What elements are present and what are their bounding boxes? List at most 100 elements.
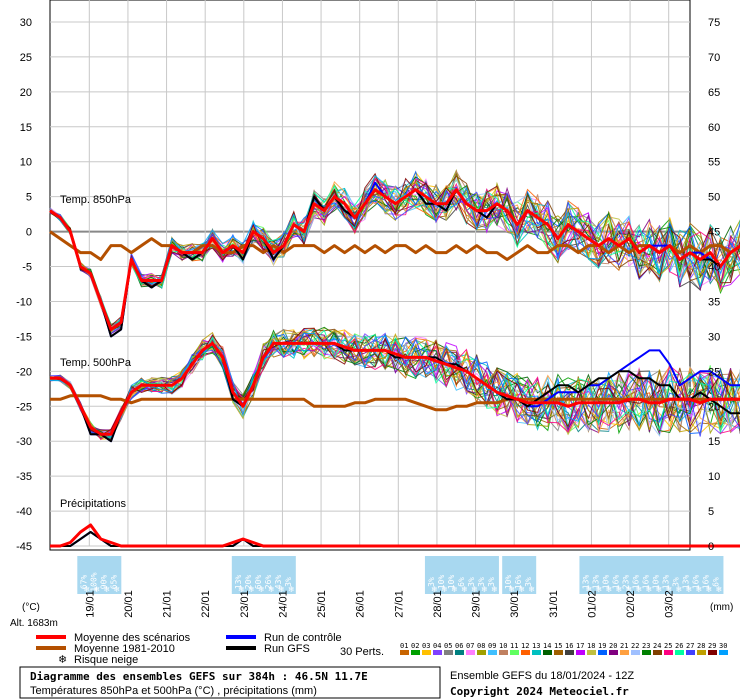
ensemble-member-line [49, 181, 740, 334]
snowflake-icon: ❄ [585, 585, 592, 594]
right-tick-label: 0 [708, 541, 714, 553]
pert-number: 28 [697, 642, 705, 650]
series-line-t500 [50, 394, 740, 412]
right-tick-label: 25 [708, 366, 720, 378]
snow-risk-label: 100% [89, 572, 98, 591]
snow-risk-label: 3% [467, 577, 476, 587]
snow-risk-label: 3% [487, 577, 496, 587]
snow-risk-label: 16% [701, 575, 710, 590]
pert-number: 10 [499, 642, 507, 650]
pert-number: 22 [631, 642, 639, 650]
pert-number: 19 [598, 642, 606, 650]
snow-risk-label: 6% [457, 577, 466, 587]
pert-number: 24 [653, 642, 661, 650]
pert-number: 03 [422, 642, 430, 650]
legend-label-snow: Risque neige [74, 654, 138, 666]
x-date-label: 19/01 [84, 590, 96, 618]
pert-number: 02 [411, 642, 419, 650]
pert-swatch [499, 650, 508, 655]
pert-number: 13 [532, 642, 540, 650]
ensemble-member-line [49, 327, 740, 436]
snow-risk-label: 16% [611, 575, 620, 590]
snow-risk-label: 13% [681, 575, 690, 590]
left-tick-label: -15 [16, 331, 32, 343]
snow-risk-label: 20% [244, 575, 253, 590]
left-tick-label: -45 [16, 541, 32, 553]
snowflake-icon: ❄ [113, 585, 120, 594]
snow-risk-row: 67%❄ 100%❄90%❄65%❄13%❄20%❄60%❄26%❄43%❄3%❄… [77, 556, 724, 594]
snowflake-icon: ❄ [258, 585, 265, 594]
pert-number: 04 [433, 642, 441, 650]
snow-risk-label: 3% [477, 577, 486, 587]
legend-perts-label: 30 Perts. [340, 646, 384, 658]
x-date-label: 02/02 [625, 590, 637, 618]
snowflake-icon: ❄ [595, 585, 602, 594]
footer-subtitle: Températures 850hPa et 500hPa (°C) , pré… [30, 685, 317, 697]
pert-swatch [455, 650, 464, 655]
snowflake-icon: ❄ [288, 585, 295, 594]
snow-risk-label: 16% [691, 575, 700, 590]
right-tick-label: 5 [708, 506, 714, 518]
pert-number: 01 [400, 642, 408, 650]
snow-risk-label: 43% [274, 575, 283, 590]
snow-risk-label: 3% [427, 577, 436, 587]
chart-series [49, 181, 740, 548]
ensemble-member-line [49, 181, 740, 333]
left-tick-label: -10 [16, 296, 32, 308]
snowflake-icon: ❄ [461, 585, 468, 594]
pert-number: 25 [664, 642, 672, 650]
legend: Moyenne des scénarios Moyenne 1981-2010 … [36, 632, 728, 666]
x-date-label: 20/01 [123, 590, 135, 618]
snowflake-icon: ❄ [83, 585, 90, 594]
pert-number: 14 [543, 642, 551, 650]
pert-swatch [433, 650, 442, 655]
x-date-label: 25/01 [316, 590, 328, 618]
x-date-label: 01/02 [586, 590, 598, 618]
snow-risk-label: 90% [99, 575, 108, 590]
snowflake-icon: ❄ [605, 585, 612, 594]
chart-axes: 302520151050-5-10-15-20-25-30-35-40-4575… [16, 17, 720, 618]
pert-swatch [697, 650, 706, 655]
pert-number: 17 [576, 642, 584, 650]
snow-risk-label: 6% [711, 577, 720, 587]
x-date-label: 31/01 [548, 590, 560, 618]
pert-number: 29 [708, 642, 716, 650]
snow-risk-box [502, 556, 537, 594]
snowflake-icon: ❄ [93, 585, 100, 594]
pert-number: 26 [675, 642, 683, 650]
x-date-label: 21/01 [162, 590, 174, 618]
snowflake-icon: ❄ [685, 585, 692, 594]
left-tick-label: 5 [26, 192, 32, 204]
snowflake-icon: ❄ [508, 585, 515, 594]
right-tick-label: 55 [708, 157, 720, 169]
pert-number: 20 [609, 642, 617, 650]
snowflake-icon: ❄ [625, 585, 632, 594]
pert-number: 21 [620, 642, 628, 650]
left-tick-label: -25 [16, 401, 32, 413]
perturbation-legend: 01 02 03 04 05 06 07 08 09 10 11 12 13 14 15 16 17 18 19 20… [400, 642, 728, 655]
x-date-label: 27/01 [393, 590, 405, 618]
x-date-label: 03/02 [664, 590, 676, 618]
pert-swatch [521, 650, 530, 655]
pert-swatch [510, 650, 519, 655]
snow-risk-box [579, 556, 724, 594]
pert-swatch [598, 650, 607, 655]
pert-number: 08 [477, 642, 485, 650]
ensemble-member-line [49, 332, 740, 441]
snowflake-icon: ❄ [471, 585, 478, 594]
right-tick-label: 20 [708, 401, 720, 413]
snowflake-icon: ❄ [481, 585, 488, 594]
snow-risk-label: 3% [671, 577, 680, 587]
snow-risk-label: 13% [234, 575, 243, 590]
snowflake-icon: ❄ [695, 585, 702, 594]
ensemble-member-line [49, 329, 740, 441]
label-precip: Précipitations [60, 498, 127, 510]
x-date-label: 22/01 [200, 590, 212, 618]
legend-label-gfs: Run GFS [264, 643, 310, 655]
footer-copyright: Copyright 2024 Meteociel.fr [450, 685, 629, 698]
pert-swatch [554, 650, 563, 655]
right-tick-label: 75 [708, 17, 720, 29]
footer-title: Diagramme des ensembles GEFS sur 384h : … [30, 670, 368, 683]
pert-swatch [719, 650, 728, 655]
right-tick-label: 45 [708, 227, 720, 239]
